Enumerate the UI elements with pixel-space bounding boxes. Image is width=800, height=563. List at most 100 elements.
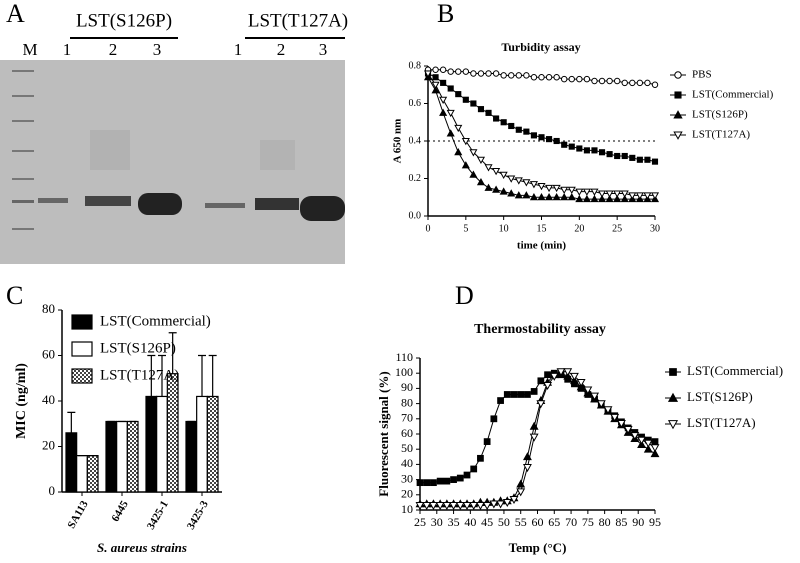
x-tick-label: 3425-3 [185,498,211,531]
gel-bands [12,70,345,230]
legend-label: PBS [692,69,712,81]
gel-group-label: LST(T127A) [248,10,348,31]
marker [590,392,600,401]
marker [596,400,606,409]
marker [461,137,470,146]
legend-label: LST(S126P) [687,389,753,404]
marker [484,164,493,172]
bar [185,420,198,493]
marker [644,156,651,163]
marker [582,188,591,196]
marker [643,439,653,448]
legend-label: LST(T127A) [100,367,179,383]
marker [492,185,501,193]
x-tick-label: 10 [499,223,509,234]
marker [436,477,444,485]
marker [560,193,569,201]
y-tick-label: 40 [42,392,55,407]
marker [529,181,538,189]
marker [623,426,633,435]
marker [553,137,560,145]
marker [428,502,438,511]
marker [537,377,545,385]
marker [614,152,621,160]
error-bar [158,354,166,397]
legend-label: LST(T127A) [692,129,750,141]
legend-marker [667,392,679,402]
marker [442,502,452,511]
marker [560,186,569,194]
marker [462,96,469,103]
marker [606,77,613,85]
marker [508,72,515,79]
series-line [427,73,656,163]
marker [621,152,628,160]
marker [636,156,643,163]
x-tick-label: 15 [537,223,547,234]
y-tick-label: 60 [401,426,413,440]
y-tick-label: 40 [401,456,413,470]
x-tick-label: 95 [649,515,661,529]
marker [583,147,590,154]
marker [446,109,455,118]
marker [591,77,598,85]
marker [514,191,523,199]
legend-marker [674,91,682,99]
marker [630,432,640,441]
x-tick-label: 75 [582,515,594,529]
marker [462,68,470,75]
lane-label: 1 [234,40,243,59]
y-tick-label: 0.8 [409,60,422,71]
marker [563,368,573,377]
marker [568,75,575,83]
marker [423,70,433,78]
marker [455,91,462,98]
marker [492,167,501,176]
marker [561,141,568,148]
x-tick-label: 45 [481,515,493,529]
marker [538,74,545,81]
marker [489,500,499,509]
marker [484,183,493,191]
x-tick-label: 6445 [109,498,131,523]
x-tick-label: 30 [650,223,660,234]
marker [576,378,586,387]
bar [196,395,208,493]
marker [651,158,659,165]
y-axis-label: MIC (ng/ml) [14,363,29,439]
marker [475,502,485,511]
bar [105,420,118,493]
marker [470,70,477,77]
marker [449,502,459,511]
legend-marker [673,131,683,140]
marker [422,502,432,511]
marker [516,488,526,497]
marker [560,75,568,83]
bar [145,395,158,493]
marker [644,79,651,87]
marker [496,500,506,509]
marker [416,479,424,487]
marker [485,70,492,77]
marker [530,132,537,139]
bar [166,373,179,493]
marker [643,192,652,200]
y-tick-label: 90 [401,380,413,394]
legend-marker [669,368,677,376]
bar [206,395,219,493]
y-tick-label: 80 [42,301,55,316]
marker [575,194,584,203]
gel-group-label: LST(S126P) [76,10,172,31]
bar [65,432,78,493]
marker [492,70,500,77]
marker [575,188,584,196]
marker [613,190,622,198]
marker [651,81,659,88]
marker [510,391,518,398]
y-tick-label: 0.4 [409,135,422,146]
marker [635,192,644,200]
marker [482,502,492,511]
error-bar [198,354,206,397]
y-tick-label: 10 [401,502,413,516]
marker [499,187,508,195]
